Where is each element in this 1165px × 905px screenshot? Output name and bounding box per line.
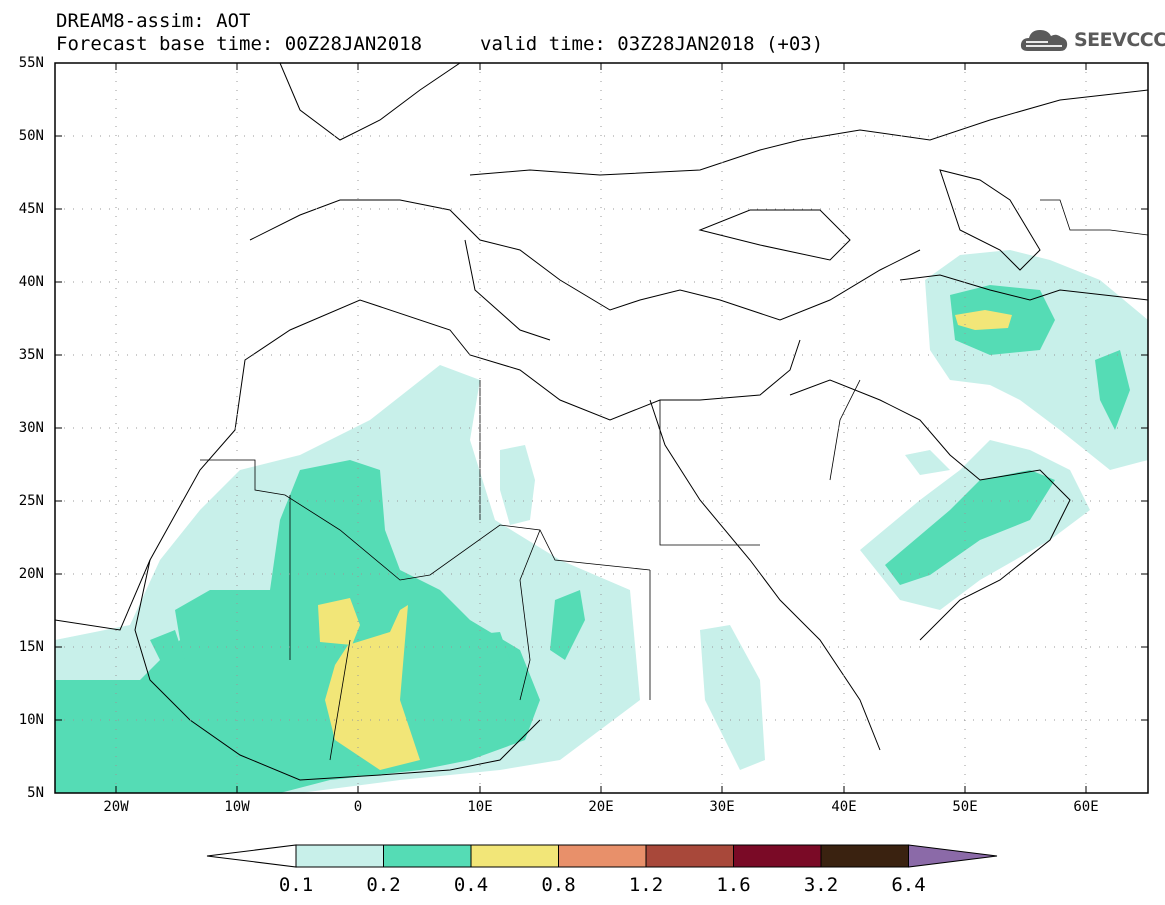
forecast-base-time: Forecast base time: 00Z28JAN2018 <box>56 33 423 55</box>
colorbar-segment <box>733 844 822 868</box>
chart-title: DREAM8-assim: AOT <box>56 10 251 32</box>
lat-label: 10N <box>18 712 44 728</box>
axis-ticks <box>55 62 1148 794</box>
colorbar-high-arrow <box>908 844 998 868</box>
lon-label: 20W <box>103 799 129 815</box>
lon-label: 50E <box>952 799 978 815</box>
lon-label: 40E <box>831 799 857 815</box>
lat-label: 35N <box>18 347 44 363</box>
colorbar-label: 0.8 <box>541 874 576 896</box>
logo-text: SEEVCCC <box>1074 29 1165 51</box>
colorbar-segment <box>295 844 384 868</box>
coastlines <box>55 63 1148 781</box>
colorbar-label: 0.1 <box>278 874 314 896</box>
colorbar-segment <box>820 844 909 868</box>
lat-label: 40N <box>18 274 44 290</box>
lon-label: 60E <box>1073 799 1099 815</box>
lat-label: 25N <box>18 493 44 509</box>
lat-label: 15N <box>18 639 44 655</box>
colorbar-label: 6.4 <box>891 874 926 896</box>
colorbar-segment <box>383 844 472 868</box>
lon-label: 0 <box>353 799 363 815</box>
lon-label: 10E <box>467 799 493 815</box>
colorbar-label: 1.6 <box>716 874 751 896</box>
aot-fields <box>55 250 1148 793</box>
lat-label: 5N <box>27 785 44 801</box>
lat-label: 20N <box>18 566 44 582</box>
colorbar <box>206 844 998 868</box>
seevccc-logo: SEEVCCC <box>1018 24 1165 56</box>
colorbar-label: 0.2 <box>366 874 401 896</box>
colorbar-segment <box>558 844 647 868</box>
lat-label: 45N <box>18 201 44 217</box>
colorbar-label: 1.2 <box>628 874 664 896</box>
colorbar-label: 3.2 <box>803 874 839 896</box>
cloud-icon <box>1020 30 1068 51</box>
lon-label: 30E <box>709 799 735 815</box>
colorbar-low-arrow <box>206 844 297 868</box>
colorbar-segment <box>645 844 734 868</box>
lat-label: 50N <box>18 128 44 144</box>
lat-label: 55N <box>18 55 44 71</box>
lon-label: 20E <box>588 799 614 815</box>
colorbar-segment <box>470 844 559 868</box>
valid-time: valid time: 03Z28JAN2018 (+03) <box>480 33 824 55</box>
lat-label: 30N <box>18 420 44 436</box>
lon-label: 10W <box>224 799 250 815</box>
colorbar-label: 0.4 <box>453 874 489 896</box>
